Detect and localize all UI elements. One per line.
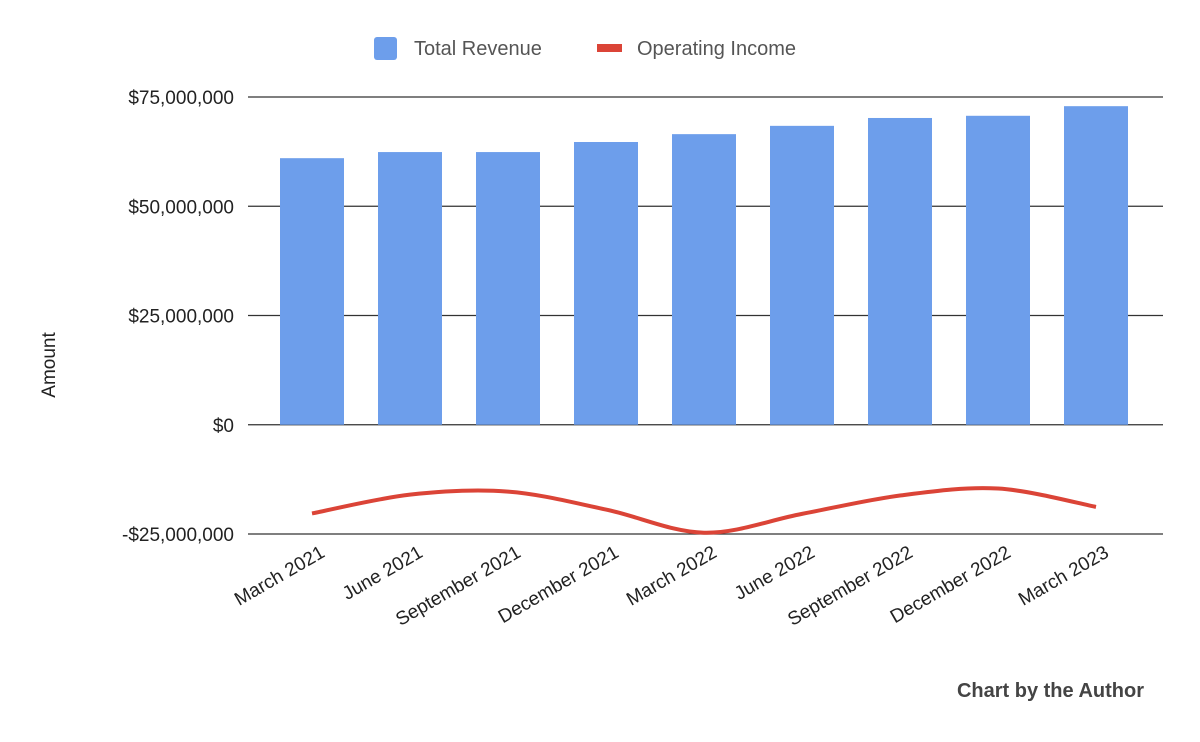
y-tick-label: $0 bbox=[213, 416, 234, 437]
y-tick-label: $50,000,000 bbox=[128, 197, 234, 218]
bar-total-revenue bbox=[672, 134, 736, 425]
x-tick-label: March 2021 bbox=[231, 542, 328, 610]
legend-swatch-operating-income bbox=[597, 44, 622, 52]
legend-label-operating-income: Operating Income bbox=[637, 38, 796, 60]
bar-total-revenue bbox=[1064, 106, 1128, 425]
x-tick-label: June 2021 bbox=[339, 542, 426, 605]
bar-total-revenue bbox=[476, 152, 540, 425]
bar-total-revenue bbox=[378, 152, 442, 425]
legend-label-total-revenue: Total Revenue bbox=[414, 38, 542, 60]
bar-total-revenue bbox=[868, 117, 932, 425]
bar-total-revenue bbox=[574, 142, 638, 425]
x-tick-label: March 2023 bbox=[1015, 542, 1112, 610]
x-tick-label: March 2022 bbox=[623, 542, 720, 610]
line-operating-income bbox=[311, 486, 1097, 535]
x-tick-label: June 2022 bbox=[731, 542, 818, 605]
bar-total-revenue bbox=[770, 125, 834, 425]
y-axis-label: Amount bbox=[39, 332, 60, 398]
y-tick-label: $25,000,000 bbox=[128, 307, 234, 328]
bar-total-revenue bbox=[280, 158, 344, 425]
bar-total-revenue bbox=[966, 115, 1030, 425]
y-tick-label: -$25,000,000 bbox=[122, 525, 234, 546]
y-tick-label: $75,000,000 bbox=[128, 88, 234, 109]
legend-swatch-total-revenue bbox=[374, 37, 397, 60]
chart-credit: Chart by the Author bbox=[956, 680, 1144, 702]
